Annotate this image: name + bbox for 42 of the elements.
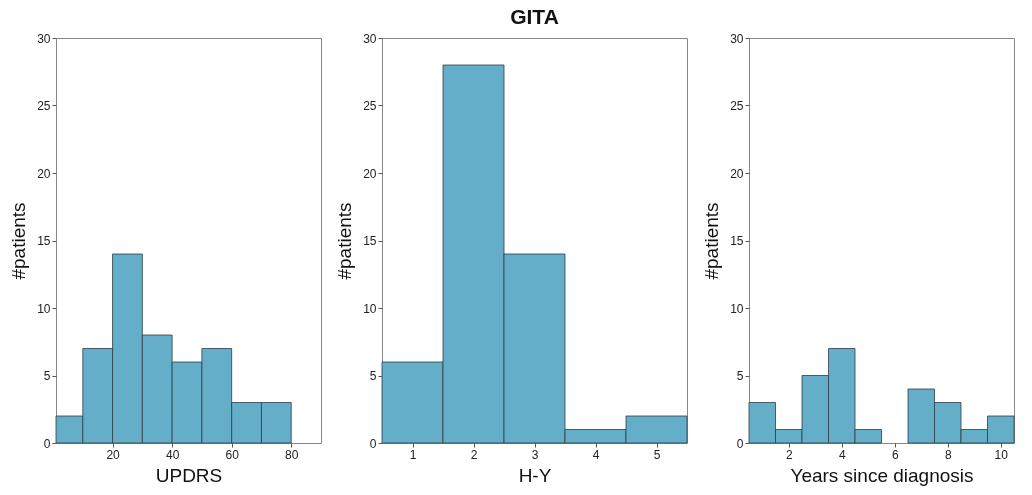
x-tick-label: 4 [592, 447, 600, 462]
y-tick-label: 20 [37, 166, 51, 181]
y-tick-label: 25 [363, 99, 377, 113]
y-tick-label: 30 [730, 31, 744, 46]
x-axis-title: H-Y [518, 464, 552, 486]
y-tick-label: 15 [730, 234, 744, 248]
y-axis-title: #patients [8, 202, 30, 280]
x-tick-label: 4 [838, 447, 846, 462]
x-tick-label: 60 [225, 447, 240, 462]
y-tick-label: 10 [37, 301, 51, 316]
x-tick-label: 5 [653, 447, 661, 462]
y-tick-label: 30 [37, 31, 51, 46]
y-tick-label: 15 [363, 234, 377, 248]
y-tick-label: 5 [43, 369, 51, 383]
y-tick-label: 0 [43, 436, 51, 451]
y-tick-label: 15 [37, 234, 51, 248]
y-tick-label: 20 [730, 166, 744, 181]
x-tick-label: 8 [944, 447, 952, 462]
x-tick-label: 3 [531, 447, 539, 462]
chart-title: GITA [510, 5, 559, 28]
y-axis-title: #patients [334, 202, 356, 280]
y-tick-label: 5 [736, 369, 744, 383]
y-tick-label: 20 [363, 166, 377, 181]
x-tick-label: 80 [285, 447, 299, 462]
x-tick-label: 40 [165, 447, 180, 462]
y-tick-label: 10 [730, 301, 744, 316]
y-tick-label: 0 [736, 436, 744, 451]
y-tick-label: 0 [369, 436, 377, 451]
y-axis-title: #patients [701, 202, 723, 280]
y-tick-label: 25 [37, 99, 51, 113]
x-tick-label: 10 [994, 447, 1009, 462]
x-tick-label: 2 [470, 447, 478, 462]
x-tick-label: 20 [106, 447, 121, 462]
x-tick-label: 6 [891, 447, 899, 462]
y-tick-label: 10 [363, 301, 377, 316]
x-tick-label: 2 [785, 447, 793, 462]
y-tick-label: 30 [363, 31, 377, 46]
y-tick-label: 25 [730, 99, 744, 113]
x-axis-title: UPDRS [155, 464, 223, 486]
x-tick-label: 1 [409, 447, 417, 462]
x-axis-title: Years since diagnosis [790, 464, 974, 486]
y-tick-label: 5 [369, 369, 377, 383]
